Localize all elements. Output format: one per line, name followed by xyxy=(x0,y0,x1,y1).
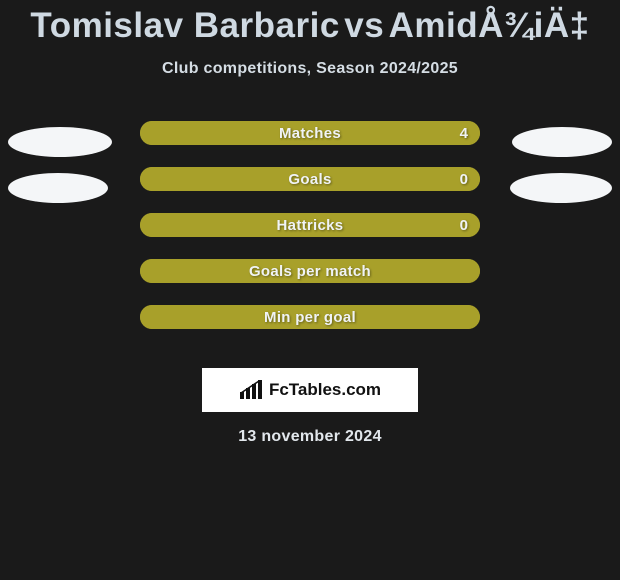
stat-row: Goals per match xyxy=(0,258,620,304)
title-player1: Tomislav Barbaric xyxy=(30,6,339,45)
stat-label: Min per goal xyxy=(264,309,356,326)
blob-left xyxy=(8,127,112,157)
stat-rows: Matches 4 Goals 0 Hattricks 0 Goals per match M… xyxy=(0,120,620,350)
stat-label: Hattricks xyxy=(277,217,344,234)
date-text: 13 november 2024 xyxy=(0,428,620,446)
stat-bar: Goals per match xyxy=(140,259,480,283)
stat-label: Goals per match xyxy=(249,263,371,280)
stat-bar: Hattricks 0 xyxy=(140,213,480,237)
logo-box: FcTables.com xyxy=(202,368,418,412)
stat-row: Hattricks 0 xyxy=(0,212,620,258)
stat-row: Min per goal xyxy=(0,304,620,350)
stat-value: 0 xyxy=(460,217,468,234)
bars-icon xyxy=(239,380,265,400)
stat-bar: Min per goal xyxy=(140,305,480,329)
stat-label: Matches xyxy=(279,125,341,142)
logo-text: FcTables.com xyxy=(269,380,381,400)
stat-bar: Goals 0 xyxy=(140,167,480,191)
subtitle: Club competitions, Season 2024/2025 xyxy=(0,60,620,78)
stat-value: 0 xyxy=(460,171,468,188)
stat-value: 4 xyxy=(460,125,468,142)
stat-bar: Matches 4 xyxy=(140,121,480,145)
stat-row: Goals 0 xyxy=(0,166,620,212)
stat-label: Goals xyxy=(288,171,331,188)
page-title: Tomislav Barbaric vs AmidÅ¾iÄ‡ xyxy=(0,0,620,46)
title-player2: AmidÅ¾iÄ‡ xyxy=(389,6,590,45)
title-vs: vs xyxy=(344,6,384,45)
blob-left xyxy=(8,173,108,203)
stat-row: Matches 4 xyxy=(0,120,620,166)
blob-right xyxy=(510,173,612,203)
blob-right xyxy=(512,127,612,157)
